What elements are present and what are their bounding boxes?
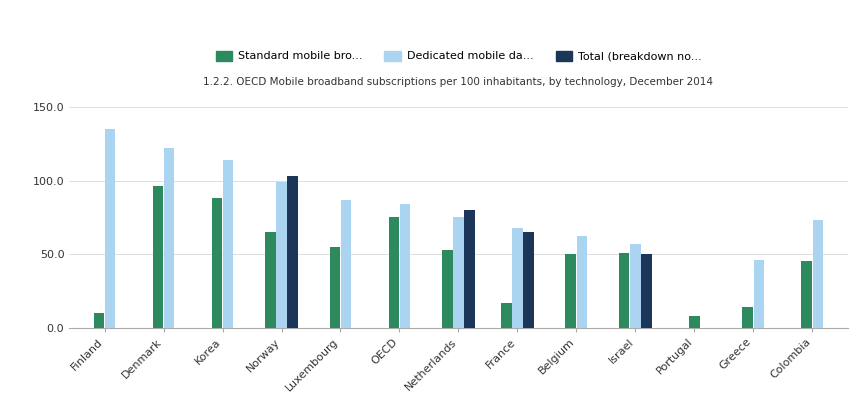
- Bar: [618, 252, 630, 328]
- Bar: [801, 261, 812, 328]
- Bar: [341, 200, 351, 328]
- Bar: [400, 204, 410, 328]
- Bar: [212, 198, 222, 328]
- Bar: [742, 307, 753, 328]
- Legend: Standard mobile bro..., Dedicated mobile da..., Total (breakdown no...: Standard mobile bro..., Dedicated mobile…: [211, 46, 706, 66]
- Bar: [812, 220, 823, 328]
- Bar: [152, 186, 163, 328]
- Bar: [276, 182, 287, 328]
- Bar: [630, 244, 641, 328]
- Title: 1.2.2. OECD Mobile broadband subscriptions per 100 inhabitants, by technology, D: 1.2.2. OECD Mobile broadband subscriptio…: [203, 77, 714, 87]
- Bar: [105, 129, 116, 328]
- Bar: [93, 313, 105, 328]
- Bar: [330, 247, 340, 328]
- Bar: [388, 217, 399, 328]
- Bar: [163, 148, 175, 328]
- Bar: [223, 160, 234, 328]
- Bar: [512, 228, 522, 328]
- Bar: [753, 260, 765, 328]
- Bar: [465, 210, 475, 328]
- Bar: [287, 176, 298, 328]
- Bar: [689, 316, 700, 328]
- Bar: [577, 236, 587, 328]
- Bar: [453, 217, 464, 328]
- Bar: [265, 232, 276, 328]
- Bar: [566, 254, 576, 328]
- Bar: [641, 254, 652, 328]
- Bar: [523, 232, 534, 328]
- Bar: [501, 302, 511, 328]
- Bar: [442, 249, 452, 328]
